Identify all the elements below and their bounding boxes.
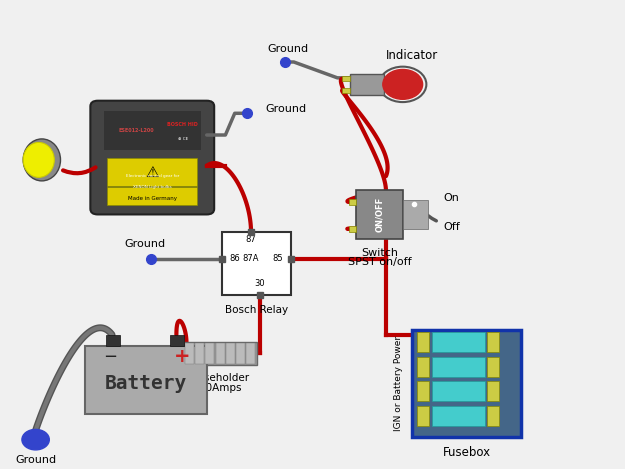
Text: XENON Light bulbs: XENON Light bulbs <box>133 185 172 189</box>
Bar <box>487 333 499 352</box>
Bar <box>432 357 485 377</box>
FancyBboxPatch shape <box>91 101 214 214</box>
Text: Ground: Ground <box>266 104 307 113</box>
Circle shape <box>22 430 49 450</box>
Ellipse shape <box>23 139 61 181</box>
Bar <box>342 76 350 81</box>
Bar <box>349 226 356 232</box>
Bar <box>412 330 521 437</box>
Bar <box>216 343 224 363</box>
Bar <box>432 406 485 426</box>
Text: 20Amps: 20Amps <box>199 383 242 393</box>
Text: Switch: Switch <box>361 248 398 257</box>
Text: Battery: Battery <box>105 374 187 393</box>
Text: +: + <box>174 347 191 366</box>
Text: 85: 85 <box>272 254 282 263</box>
Text: ⚠: ⚠ <box>146 165 159 180</box>
Bar <box>402 200 428 229</box>
Bar <box>206 343 214 363</box>
Text: Fuseholder: Fuseholder <box>192 373 249 384</box>
Bar <box>236 343 245 363</box>
Text: Ground: Ground <box>124 239 165 249</box>
Bar <box>104 111 201 150</box>
Circle shape <box>382 69 423 99</box>
Bar <box>222 232 291 295</box>
Text: ON/OFF: ON/OFF <box>375 197 384 232</box>
Bar <box>432 381 485 401</box>
Text: Off: Off <box>443 222 460 232</box>
Text: 30: 30 <box>254 279 265 288</box>
Bar <box>107 158 198 186</box>
Text: Bosch Relay: Bosch Relay <box>225 305 288 315</box>
Bar <box>487 357 499 377</box>
Ellipse shape <box>23 143 54 177</box>
Text: ESE012-L200: ESE012-L200 <box>118 128 154 133</box>
Text: SPST on/off: SPST on/off <box>348 257 411 267</box>
Bar <box>107 187 198 205</box>
Text: 87: 87 <box>246 235 256 244</box>
Bar <box>417 357 429 377</box>
Bar <box>342 88 350 92</box>
Bar <box>417 333 429 352</box>
Text: IGN or Battery Power: IGN or Battery Power <box>394 336 403 431</box>
Text: Indicator: Indicator <box>386 49 438 62</box>
Bar <box>350 74 384 95</box>
Bar <box>185 343 194 363</box>
Bar <box>432 333 485 352</box>
Text: Made in Germany: Made in Germany <box>127 196 177 201</box>
Bar <box>349 199 356 205</box>
Text: Electronic control gear for: Electronic control gear for <box>126 174 179 179</box>
Bar <box>246 343 255 363</box>
Bar <box>106 335 119 347</box>
Text: 86: 86 <box>229 254 240 263</box>
Bar <box>417 381 429 401</box>
Bar <box>185 342 256 365</box>
Bar <box>170 335 184 347</box>
Bar <box>417 406 429 426</box>
Bar <box>86 347 207 414</box>
Text: On: On <box>443 193 459 203</box>
Bar <box>487 406 499 426</box>
Text: 87A: 87A <box>242 254 259 263</box>
Text: ⊕ CE: ⊕ CE <box>177 137 188 141</box>
Text: Ground: Ground <box>15 454 56 465</box>
Text: ─: ─ <box>104 348 114 365</box>
Text: BOSCH HID: BOSCH HID <box>168 122 198 127</box>
Text: Fusebox: Fusebox <box>442 446 491 459</box>
Bar <box>195 343 204 363</box>
Bar <box>487 381 499 401</box>
Bar <box>356 190 402 239</box>
Bar <box>226 343 235 363</box>
Text: Ground: Ground <box>267 44 308 54</box>
